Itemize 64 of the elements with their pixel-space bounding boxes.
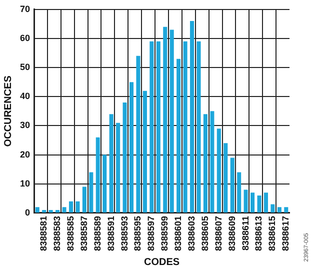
bar: [122, 102, 127, 212]
bar: [277, 207, 282, 212]
bar: [196, 41, 201, 212]
bar: [62, 207, 66, 212]
x-tick-label: 8388583: [52, 216, 62, 252]
bar: [224, 143, 228, 212]
x-tick-label: 8388593: [119, 216, 130, 252]
y-tick-label: 60: [20, 32, 30, 43]
bar: [270, 204, 275, 212]
x-axis-title: CODES: [144, 256, 180, 268]
bar: [142, 90, 147, 212]
x-tick-label: 8388581: [38, 216, 49, 252]
bar: [96, 137, 100, 212]
bar: [76, 201, 80, 212]
y-tick-label: 40: [20, 91, 30, 102]
x-tick-label: 8388617: [280, 216, 291, 252]
y-tick-label: 0: [24, 207, 30, 218]
bar: [102, 154, 107, 212]
x-tick-label: 8388611: [240, 216, 250, 251]
x-tick-label: 8388613: [254, 216, 264, 252]
bar: [257, 196, 262, 212]
x-tick-label: 8388595: [132, 216, 143, 252]
bar: [156, 41, 160, 212]
bar: [163, 26, 168, 212]
x-tick-label: 8388599: [160, 216, 170, 252]
bar: [210, 111, 214, 212]
bar: [264, 192, 268, 212]
y-tick-label: 20: [20, 149, 30, 160]
y-tick-label: 70: [20, 4, 30, 14]
bar: [170, 30, 174, 212]
x-tick-label: 8388589: [92, 216, 102, 252]
x-tick-label: 8388587: [78, 216, 89, 252]
bar: [150, 41, 154, 212]
x-tick-label: 8388615: [267, 216, 278, 252]
bar: [82, 186, 86, 212]
bar: [116, 122, 120, 212]
bar: [190, 21, 194, 212]
x-tick-label: 8388603: [186, 216, 196, 252]
x-tick-label: 8388605: [200, 216, 210, 252]
bar: [129, 82, 134, 212]
bar: [183, 41, 188, 212]
x-tick-label: 8388597: [146, 216, 156, 252]
bar: [176, 58, 181, 212]
x-tick-label: 8388601: [173, 216, 184, 252]
bar: [216, 128, 221, 212]
bar: [284, 207, 288, 212]
bar: [244, 190, 248, 212]
y-tick-label: 50: [20, 62, 30, 72]
bar: [203, 114, 208, 212]
bar: [136, 56, 140, 212]
x-tick-label: 8388585: [65, 216, 76, 252]
bar: [230, 158, 234, 212]
y-tick-label: 30: [20, 120, 30, 130]
x-tick-label: 8388607: [213, 216, 224, 252]
bar: [109, 114, 114, 212]
bar: [35, 207, 40, 212]
bar: [89, 172, 94, 212]
bar: [68, 201, 74, 212]
bar: [250, 192, 255, 212]
y-tick-label: 10: [20, 178, 30, 188]
x-tick-label: 8388609: [226, 216, 237, 252]
x-tick-label: 8388591: [106, 216, 116, 252]
y-axis-title: OCCURENCES: [2, 75, 14, 147]
bar: [237, 172, 242, 212]
